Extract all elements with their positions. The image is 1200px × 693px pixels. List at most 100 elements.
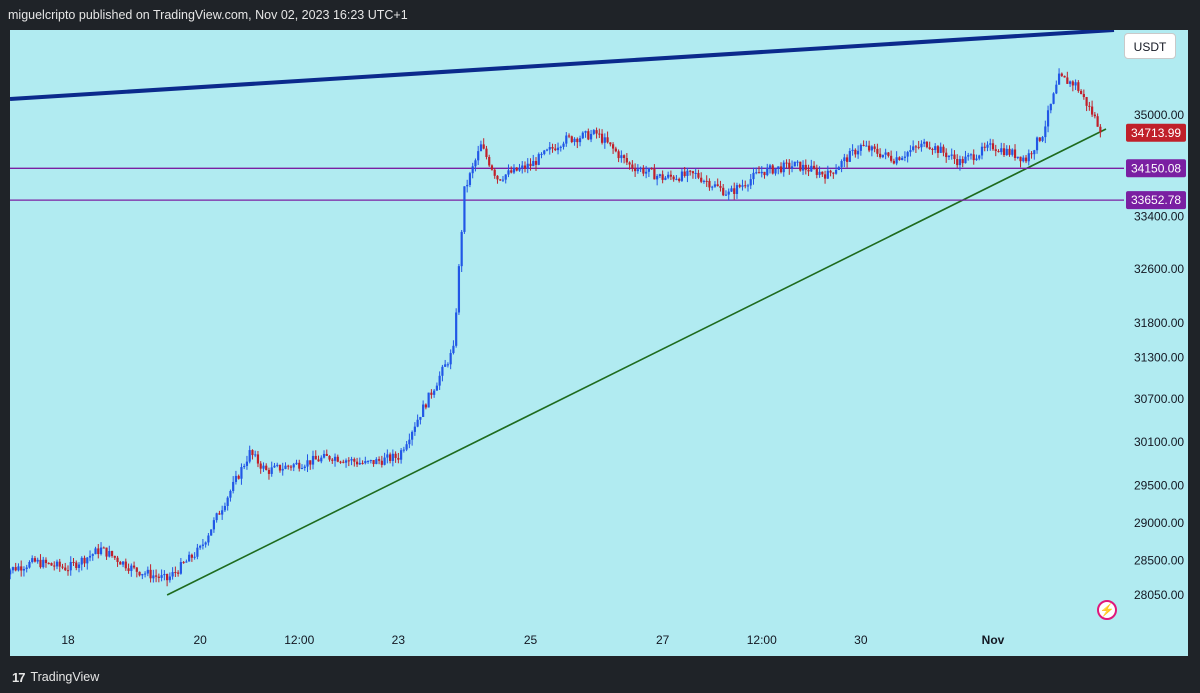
candle-body: [1088, 105, 1091, 107]
candle-body: [843, 157, 846, 162]
candle-body: [603, 137, 606, 143]
time-tick-label: Nov: [982, 633, 1005, 647]
candle-body: [920, 143, 923, 148]
candle-body: [689, 170, 692, 172]
candle-body: [91, 554, 94, 556]
chart-area[interactable]: 35000.00 33400.00 32600.00 31800.00 31300.00…: [10, 30, 1188, 656]
candle-body: [636, 169, 639, 172]
candle-body: [870, 146, 873, 151]
candle-body: [94, 548, 97, 555]
candle-body: [606, 137, 609, 143]
candle-body: [226, 497, 229, 506]
candle-body: [526, 163, 529, 169]
lightning-icon[interactable]: ⚡: [1097, 600, 1117, 620]
candle-body: [449, 353, 452, 365]
candle-body: [567, 135, 571, 137]
candle-body: [804, 164, 807, 170]
candle-body: [380, 460, 383, 465]
candle-body: [207, 535, 210, 543]
candle-body: [686, 170, 689, 176]
candle-body: [386, 454, 389, 458]
candle-body: [782, 162, 785, 173]
candle-body: [779, 166, 783, 173]
candle-body: [102, 547, 105, 549]
candle-body: [97, 548, 100, 555]
candle-body: [482, 144, 485, 149]
candle-body: [912, 146, 915, 151]
candle-body: [573, 138, 576, 143]
candle-body: [763, 171, 766, 176]
candle-body: [105, 547, 108, 557]
candle-body: [303, 466, 306, 468]
candle-body: [540, 153, 543, 155]
candle-body: [595, 130, 598, 134]
level-high-tag-bg: [1126, 159, 1186, 178]
candle-body: [1055, 84, 1058, 94]
candle-body: [711, 186, 714, 188]
candle-body: [746, 185, 750, 187]
candle-body: [1052, 93, 1055, 104]
candle-body: [625, 158, 628, 163]
candle-body: [22, 568, 26, 571]
candle-body: [61, 566, 64, 568]
price-tick-label: 31300.00: [1134, 350, 1184, 364]
candle-body: [17, 566, 20, 571]
candle-body: [796, 161, 799, 163]
candle-body: [545, 149, 549, 151]
candle-body: [1035, 137, 1039, 151]
candle-body: [53, 565, 56, 567]
candle-body: [832, 172, 835, 174]
candle-body: [58, 561, 61, 567]
candle-body: [135, 567, 138, 572]
candle-body: [289, 466, 293, 468]
candle-body: [862, 144, 865, 146]
candle-body: [807, 169, 810, 172]
candle-body: [702, 180, 706, 182]
candle-body: [320, 457, 323, 462]
time-tick-label: 12:00: [747, 633, 777, 647]
candle-body: [333, 456, 337, 461]
candle-body: [906, 152, 909, 157]
candle-body: [818, 171, 821, 175]
candle-body: [777, 166, 780, 169]
candle-body: [1074, 82, 1077, 86]
candle-body: [254, 454, 257, 456]
candle-body: [358, 462, 361, 465]
currency-button[interactable]: USDT: [1124, 33, 1176, 59]
candle-body: [865, 145, 868, 147]
candle-body: [127, 568, 130, 571]
candle-body: [438, 375, 441, 386]
candle-body: [829, 170, 832, 173]
candle-body: [634, 168, 637, 172]
candle-body: [273, 465, 276, 468]
candle-body: [656, 176, 659, 180]
candle-body: [705, 180, 708, 182]
candle-body: [1011, 149, 1014, 155]
candle-body: [20, 566, 23, 571]
tradingview-logo-icon: 17: [12, 669, 26, 685]
candle-body: [611, 144, 615, 149]
candle-body: [177, 572, 180, 574]
candle-body: [149, 569, 152, 579]
candle-body: [868, 145, 871, 151]
candle-body: [672, 176, 675, 180]
candle-body: [821, 171, 824, 175]
candlestick-chart[interactable]: 35000.00 33400.00 32600.00 31800.00 31300.00…: [10, 30, 1188, 656]
candle-body: [130, 565, 133, 571]
candle-body: [532, 161, 535, 167]
candle-body: [614, 148, 617, 152]
candle-body: [391, 453, 394, 461]
candle-body: [683, 171, 686, 176]
candle-body: [278, 464, 282, 471]
candle-body: [975, 158, 978, 161]
candle-body: [265, 465, 268, 470]
candle-body: [848, 150, 851, 162]
candle-body: [521, 165, 524, 169]
candle-body: [416, 419, 419, 427]
candle-body: [477, 151, 480, 161]
candle-body: [355, 461, 359, 465]
candle-body: [529, 163, 532, 167]
candle-body: [543, 150, 546, 154]
candle-body: [344, 460, 348, 463]
candle-body: [1066, 77, 1069, 84]
